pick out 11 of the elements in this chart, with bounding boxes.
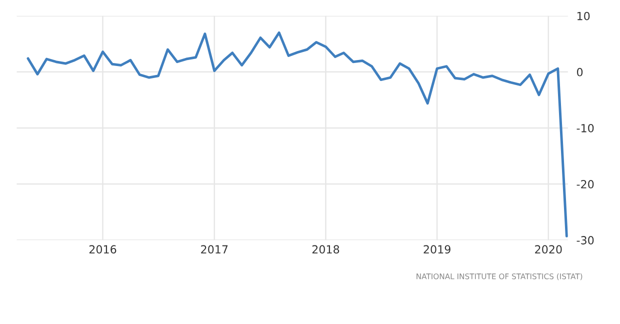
x-tick-label: 2020 [535,245,562,254]
x-tick-label: 2016 [89,245,116,254]
line-series [26,31,568,238]
y-tick-label: -20 [576,180,594,188]
x-tick-label: 2017 [201,245,228,254]
y-tick-label: -30 [576,236,594,244]
y-tick-label: -10 [576,124,594,132]
y-tick-label: 10 [577,12,590,20]
x-tick-label: 2018 [312,245,340,254]
y-tick-label: 0 [576,68,583,76]
x-tick-label: 2019 [424,245,450,254]
